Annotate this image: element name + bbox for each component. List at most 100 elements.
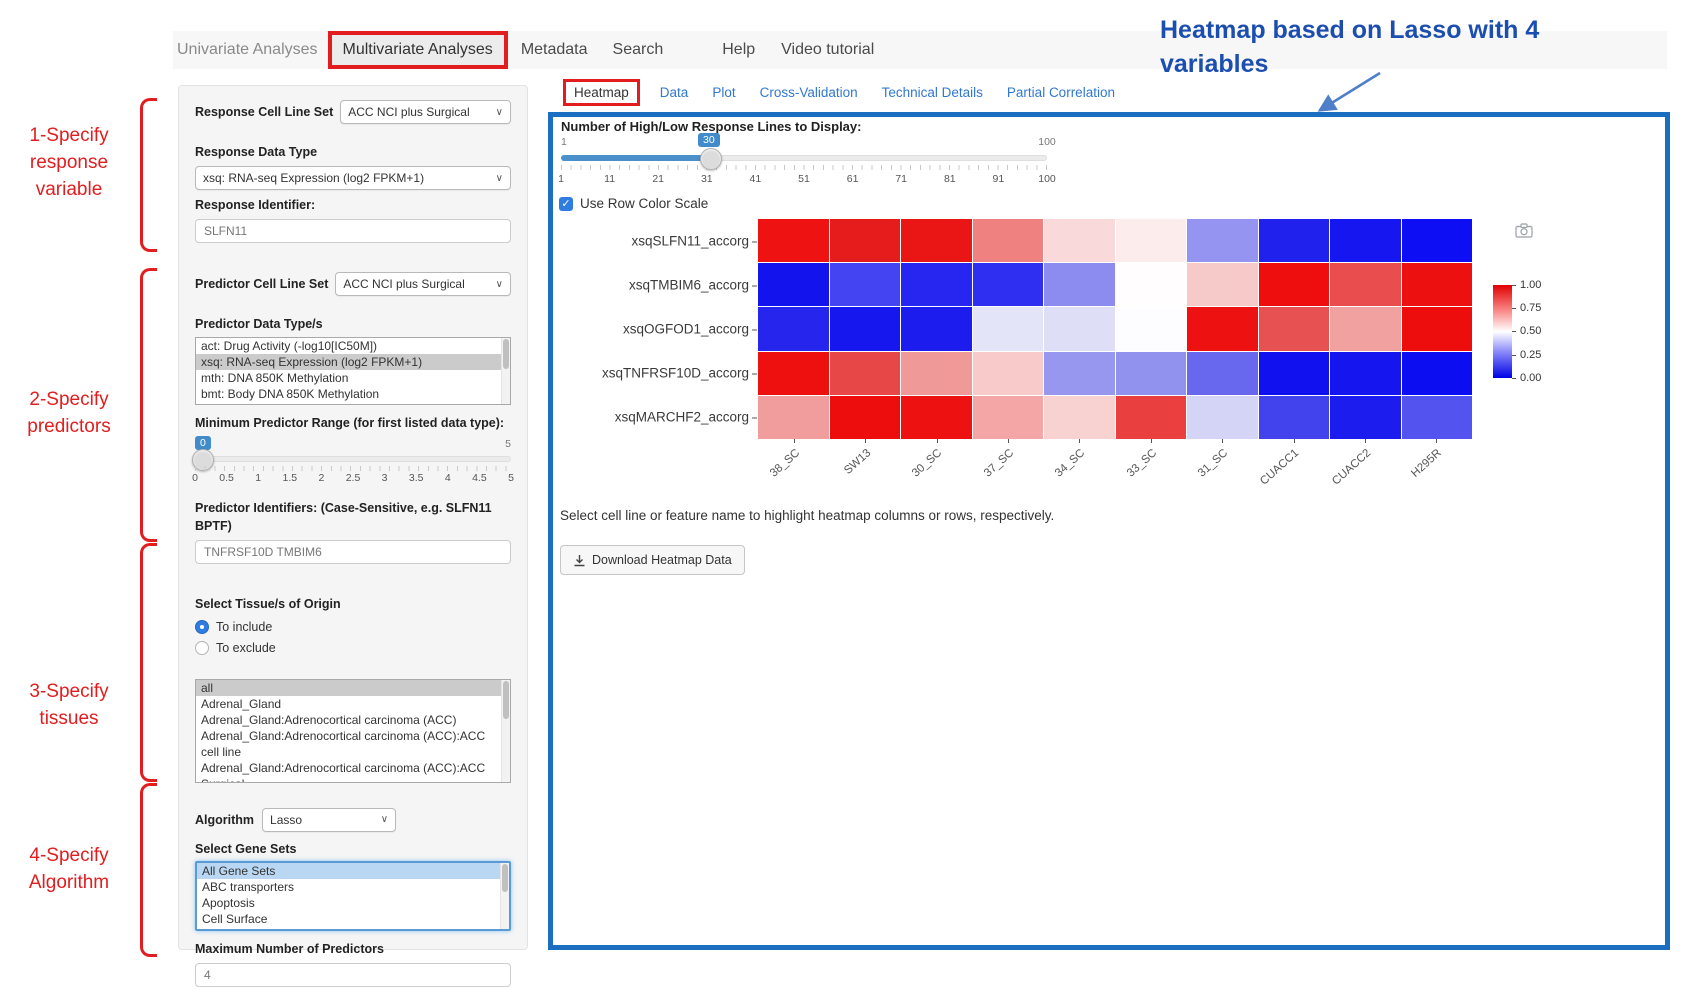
heatmap-cell[interactable] bbox=[829, 395, 900, 439]
heatmap-cell[interactable] bbox=[1187, 351, 1258, 395]
heatmap-cell[interactable] bbox=[1258, 395, 1329, 439]
heatmap-column-label[interactable]: CUACC2 bbox=[1329, 447, 1373, 488]
heatmap-cell[interactable] bbox=[1330, 307, 1401, 351]
tab-partial-correlation[interactable]: Partial Correlation bbox=[1006, 85, 1115, 100]
heatmap-cell[interactable] bbox=[758, 219, 829, 263]
listbox-option[interactable]: act: Drug Activity (-log10[IC50M]) bbox=[201, 339, 378, 354]
heatmap-cell[interactable] bbox=[1330, 263, 1401, 307]
heatmap-cell[interactable] bbox=[758, 351, 829, 395]
tab-heatmap[interactable]: Heatmap bbox=[563, 79, 640, 106]
heatmap-cell[interactable] bbox=[972, 307, 1043, 351]
heatmap-cell[interactable] bbox=[972, 219, 1043, 263]
heatmap-column-label[interactable]: 33_SC bbox=[1124, 447, 1159, 480]
heatmap-cell[interactable] bbox=[829, 219, 900, 263]
scrollbar[interactable] bbox=[501, 679, 510, 782]
listbox-option[interactable]: ABC transporters bbox=[202, 880, 295, 894]
tab-plot[interactable]: Plot bbox=[712, 85, 736, 100]
heatmap-cell[interactable] bbox=[829, 263, 900, 307]
nav-item-video-tutorial[interactable]: Video tutorial bbox=[781, 41, 875, 58]
download-heatmap-data-button[interactable]: Download Heatmap Data bbox=[560, 545, 745, 575]
listbox-option[interactable]: Adrenal_Gland bbox=[201, 696, 282, 711]
listbox-option[interactable]: Adrenal_Gland:Adrenocortical carcinoma (… bbox=[201, 760, 486, 782]
heatmap-cell[interactable] bbox=[1115, 307, 1186, 351]
heatmap-cell[interactable] bbox=[758, 307, 829, 351]
heatmap-cell[interactable] bbox=[1115, 263, 1186, 307]
heatmap-cell[interactable] bbox=[1401, 307, 1472, 351]
scrollbar[interactable] bbox=[500, 863, 509, 929]
heatmap-cell[interactable] bbox=[972, 351, 1043, 395]
camera-icon[interactable] bbox=[1515, 223, 1533, 238]
scrollbar[interactable] bbox=[501, 338, 510, 405]
heatmap-cell[interactable] bbox=[1115, 219, 1186, 263]
listbox-option[interactable]: Cell Surface bbox=[202, 912, 268, 926]
heatmap-column-label[interactable]: SW13 bbox=[841, 447, 874, 477]
response-data-type-select[interactable]: xsq: RNA-seq Expression (log2 FPKM+1) ∨ bbox=[195, 166, 511, 191]
nav-item-multivariate-analyses[interactable]: Multivariate Analyses bbox=[327, 31, 508, 69]
heatmap-cell[interactable] bbox=[758, 263, 829, 307]
gene-sets-listbox[interactable]: All Gene Sets ABC transporters Apoptosis Ce… bbox=[195, 861, 511, 931]
response-identifier-input[interactable] bbox=[195, 219, 511, 244]
nav-item-metadata[interactable]: Metadata bbox=[520, 41, 588, 58]
heatmap-cell[interactable] bbox=[1258, 263, 1329, 307]
tab-data[interactable]: Data bbox=[659, 85, 689, 100]
heatmap-cell[interactable] bbox=[1330, 395, 1401, 439]
heatmap-row-label[interactable]: xsqTMBIM6_accorg bbox=[553, 278, 757, 293]
heatmap-cell[interactable] bbox=[829, 307, 900, 351]
nav-item-search[interactable]: Search bbox=[612, 41, 664, 58]
heatmap-cell[interactable] bbox=[901, 395, 972, 439]
predictor-cell-line-set-select[interactable]: ACC NCI plus Surgical ∨ bbox=[335, 272, 511, 297]
heatmap-cell[interactable] bbox=[1401, 263, 1472, 307]
listbox-option[interactable]: Apoptosis bbox=[202, 896, 255, 910]
heatmap-cell[interactable] bbox=[1258, 219, 1329, 263]
tab-technical-details[interactable]: Technical Details bbox=[881, 85, 983, 100]
listbox-option[interactable]: all bbox=[196, 679, 510, 696]
algorithm-select[interactable]: Lasso ∨ bbox=[262, 807, 397, 832]
heatmap-cell[interactable] bbox=[1330, 351, 1401, 395]
heatmap-cell[interactable] bbox=[1115, 395, 1186, 439]
response-cell-line-set-select[interactable]: ACC NCI plus Surgical ∨ bbox=[340, 100, 511, 124]
nav-item-univariate-analyses[interactable]: Univariate Analyses bbox=[177, 41, 318, 58]
heatmap-cell[interactable] bbox=[1187, 263, 1258, 307]
listbox-option[interactable]: mth: DNA 850K Methylation bbox=[201, 371, 349, 386]
radio-unselected-icon[interactable] bbox=[195, 640, 209, 655]
heatmap-column-label[interactable]: CUACC1 bbox=[1258, 447, 1302, 488]
heatmap-cell[interactable] bbox=[1115, 351, 1186, 395]
heatmap-cell[interactable] bbox=[1187, 219, 1258, 263]
heatmap-column-label[interactable]: 31_SC bbox=[1195, 447, 1231, 480]
tissue-listbox[interactable]: all Adrenal_Gland Adrenal_Gland:Adrenocort… bbox=[195, 678, 511, 783]
scrollbar-thumb[interactable] bbox=[503, 339, 509, 370]
tissue-exclude-radio[interactable]: To exclude bbox=[195, 640, 511, 655]
heatmap-row-label[interactable]: xsqOGFOD1_accorg bbox=[553, 322, 757, 337]
heatmap-column-label[interactable]: 38_SC bbox=[767, 447, 802, 480]
tab-cross-validation[interactable]: Cross-Validation bbox=[759, 85, 858, 100]
slider-track[interactable] bbox=[195, 455, 511, 462]
heatmap-cell[interactable] bbox=[1187, 307, 1258, 351]
predictor-data-types-listbox[interactable]: act: Drug Activity (-log10[IC50M]) xsq: R… bbox=[195, 337, 511, 406]
listbox-option[interactable]: xsq: RNA-seq Expression (log2 FPKM+1) bbox=[196, 354, 510, 371]
listbox-option[interactable]: All Gene Sets bbox=[197, 863, 509, 879]
heatmap-cell[interactable] bbox=[901, 219, 972, 263]
heatmap-cell[interactable] bbox=[1044, 219, 1115, 263]
heatmap-cell[interactable] bbox=[901, 307, 972, 351]
listbox-option[interactable]: Adrenal_Gland:Adrenocortical carcinoma (… bbox=[201, 728, 486, 759]
listbox-option[interactable]: Adrenal_Gland:Adrenocortical carcinoma (… bbox=[201, 712, 457, 727]
heatmap-cell[interactable] bbox=[1401, 219, 1472, 263]
heatmap-cell[interactable] bbox=[1401, 351, 1472, 395]
heatmap-column-label[interactable]: 30_SC bbox=[910, 447, 945, 480]
listbox-option[interactable]: bmt: Body DNA 850K Methylation bbox=[201, 387, 380, 402]
heatmap-cell[interactable] bbox=[1258, 307, 1329, 351]
heatmap-cell[interactable] bbox=[1330, 219, 1401, 263]
tissue-include-radio[interactable]: To include bbox=[195, 619, 511, 634]
heatmap-cell[interactable] bbox=[1044, 263, 1115, 307]
heatmap-cell[interactable] bbox=[1258, 351, 1329, 395]
heatmap-row-label[interactable]: xsqSLFN11_accorg bbox=[553, 234, 757, 249]
nav-item-help[interactable]: Help bbox=[722, 41, 756, 58]
scrollbar-thumb[interactable] bbox=[503, 680, 509, 719]
heatmap-column-label[interactable]: H295R bbox=[1409, 447, 1445, 480]
radio-selected-icon[interactable] bbox=[195, 619, 209, 634]
heatmap-column-label[interactable]: 37_SC bbox=[981, 447, 1016, 480]
heatmap-cell[interactable] bbox=[972, 263, 1043, 307]
heatmap-cell[interactable] bbox=[1401, 395, 1472, 439]
heatmap-cell[interactable] bbox=[829, 351, 900, 395]
heatmap-column-label[interactable]: 34_SC bbox=[1053, 447, 1088, 480]
